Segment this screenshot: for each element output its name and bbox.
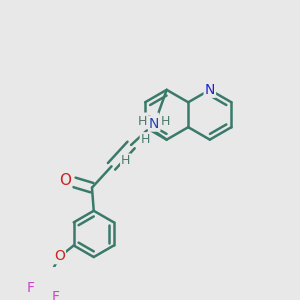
Text: N: N (149, 117, 159, 130)
Text: F: F (52, 290, 60, 300)
Text: O: O (59, 173, 71, 188)
Text: H: H (138, 115, 147, 128)
Text: Br: Br (143, 114, 158, 127)
Text: N: N (205, 83, 215, 97)
Text: H: H (141, 133, 150, 146)
Text: O: O (54, 249, 65, 263)
Text: H: H (161, 115, 170, 128)
Text: H: H (121, 154, 130, 167)
Text: F: F (27, 281, 35, 295)
